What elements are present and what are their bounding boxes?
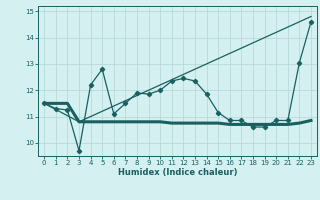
X-axis label: Humidex (Indice chaleur): Humidex (Indice chaleur): [118, 168, 237, 177]
